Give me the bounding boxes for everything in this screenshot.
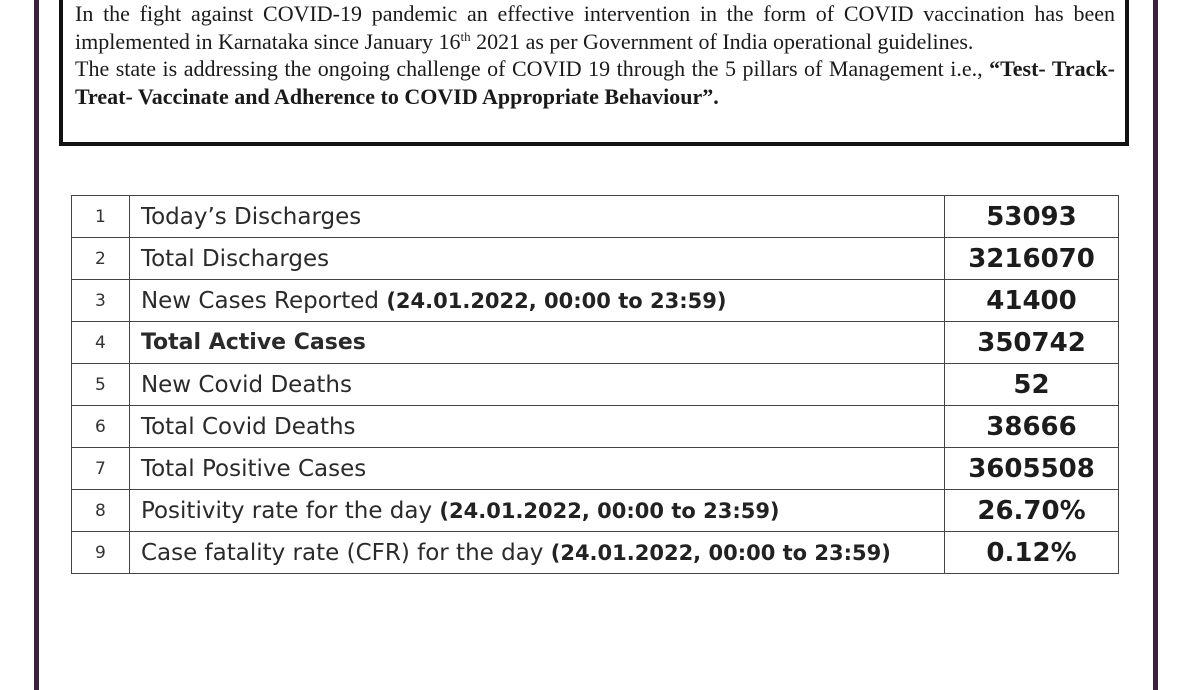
intro-box: In the fight against COVID-19 pandemic a… — [59, 0, 1129, 146]
pillars-slogan: “Test- Track- Treat- Vaccinate and Adher… — [75, 56, 1115, 109]
row-value: 41400 — [944, 279, 1119, 322]
covid-stats-table: 1 Today’s Discharges 53093 2 Total Disch… — [71, 195, 1119, 574]
intro-paragraph-vaccination: In the fight against COVID-19 pandemic a… — [75, 0, 1115, 55]
serial-number: 9 — [71, 531, 130, 574]
row-label-date: (24.01.2022, 00:00 to 23:59) — [386, 288, 727, 313]
row-label-text: Total Active Cases — [140, 330, 366, 355]
row-value: 52 — [944, 363, 1119, 406]
bulletin-page: In the fight against COVID-19 pandemic a… — [34, 0, 1158, 690]
row-label-text: Positivity rate for the day — [140, 497, 440, 524]
row-label: Total Positive Cases — [128, 447, 946, 490]
intro-text: In the fight against COVID-19 pandemic a… — [75, 1, 1115, 54]
row-label-text: New Cases Reported — [140, 287, 387, 314]
serial-number: 1 — [71, 195, 130, 238]
row-label: Case fatality rate (CFR) for the day (24… — [128, 531, 946, 574]
row-label-text: Case fatality rate (CFR) for the day — [140, 539, 551, 566]
row-label-text: Total Discharges — [140, 245, 330, 272]
row-label-date: (24.01.2022, 00:00 to 23:59) — [439, 498, 780, 523]
row-value: 3605508 — [944, 447, 1119, 490]
row-label-text: Total Covid Deaths — [140, 413, 356, 440]
row-label-text: Today’s Discharges — [140, 203, 362, 230]
serial-number: 7 — [71, 447, 130, 490]
table-row: 2 Total Discharges 3216070 — [71, 237, 1119, 280]
table-row: 8 Positivity rate for the day (24.01.202… — [71, 489, 1119, 532]
table-row: 4 Total Active Cases 350742 — [71, 321, 1119, 364]
intro-superscript: th — [460, 28, 471, 44]
table-row: 6 Total Covid Deaths 38666 — [71, 405, 1119, 448]
table-row: 9 Case fatality rate (CFR) for the day (… — [71, 531, 1119, 574]
serial-number: 8 — [71, 489, 130, 532]
page-frame — [34, 0, 1158, 690]
table-row: 3 New Cases Reported (24.01.2022, 00:00 … — [71, 279, 1119, 322]
row-value: 0.12% — [944, 531, 1119, 574]
serial-number: 2 — [71, 237, 130, 280]
row-label: Total Discharges — [128, 237, 946, 280]
intro-paragraph-pillars: The state is addressing the ongoing chal… — [75, 55, 1115, 110]
table-row: 7 Total Positive Cases 3605508 — [71, 447, 1119, 490]
row-value: 38666 — [944, 405, 1119, 448]
row-label: New Covid Deaths — [128, 363, 946, 406]
row-label: Positivity rate for the day (24.01.2022,… — [128, 489, 946, 532]
serial-number: 3 — [71, 279, 130, 322]
row-label: Today’s Discharges — [128, 195, 946, 238]
row-label: New Cases Reported (24.01.2022, 00:00 to… — [128, 279, 946, 322]
row-value: 26.70% — [944, 489, 1119, 532]
serial-number: 4 — [71, 321, 130, 364]
table-row: 1 Today’s Discharges 53093 — [71, 195, 1119, 238]
row-label-text: Total Positive Cases — [140, 455, 367, 482]
row-label: Total Covid Deaths — [128, 405, 946, 448]
serial-number: 5 — [71, 363, 130, 406]
row-value: 3216070 — [944, 237, 1119, 280]
row-label-date: (24.01.2022, 00:00 to 23:59) — [550, 540, 891, 565]
row-value: 350742 — [944, 321, 1119, 364]
row-value: 53093 — [944, 195, 1119, 238]
row-label-text: New Covid Deaths — [140, 371, 352, 398]
table-row: 5 New Covid Deaths 52 — [71, 363, 1119, 406]
row-label: Total Active Cases — [128, 321, 946, 364]
intro-text: The state is addressing the ongoing chal… — [75, 56, 990, 81]
intro-text: 2021 as per Government of India operatio… — [470, 28, 974, 54]
serial-number: 6 — [71, 405, 130, 448]
